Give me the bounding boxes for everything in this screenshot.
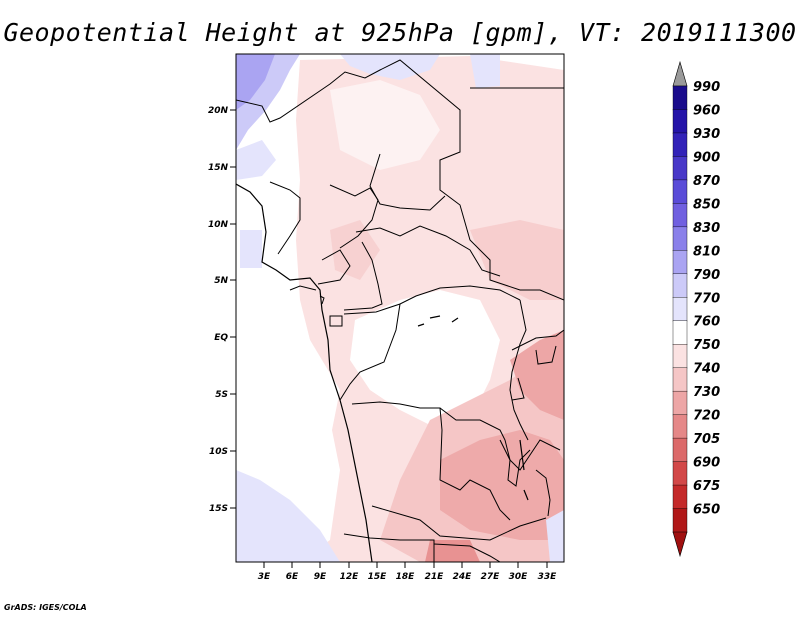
colorbar-swatch: [672, 85, 688, 111]
colorbar-swatch: [672, 508, 688, 533]
colorbar-label: 850: [693, 197, 720, 212]
lon-label-15e: 15E: [368, 572, 388, 582]
grads-credit: GrADS: IGES/COLA: [4, 603, 87, 612]
lon-label-21e: 21E: [425, 572, 445, 582]
colorbar-label: 760: [693, 315, 720, 330]
lon-label-9e: 9E: [314, 572, 327, 582]
colorbar-swatch: [672, 179, 688, 205]
colorbar-top-arrow: [672, 60, 688, 87]
colorbar-swatch: [672, 250, 688, 275]
lat-axis: 20N 15N 10N 5N EQ 5S 10S 15S: [208, 106, 236, 514]
colorbar-label: 900: [693, 150, 720, 165]
colorbar-swatch: [672, 484, 688, 510]
colorbar-swatch: [672, 273, 688, 298]
lat-label-15n: 15N: [208, 163, 229, 173]
lat-label-eq: EQ: [214, 333, 228, 343]
colorbar-swatch: [672, 390, 688, 416]
colorbar-swatch: [672, 437, 688, 463]
colorbar-label: 720: [693, 409, 720, 424]
colorbar-label: 675: [693, 479, 720, 494]
lon-label-18e: 18E: [396, 572, 416, 582]
chart-title: Geopotential Height at 925hPa [gpm], VT:…: [3, 18, 797, 47]
lat-label-20n: 20N: [208, 106, 229, 116]
lon-label-12e: 12E: [340, 572, 360, 582]
colorbar-swatch: [672, 344, 688, 369]
lon-label-27e: 27E: [481, 572, 501, 582]
lat-label-15s: 15S: [209, 504, 228, 514]
colorbar: 990 960 930 900 870 850 830 810 790 770 760 750 740 7…: [672, 60, 720, 558]
colorbar-label: 650: [693, 503, 720, 518]
colorbar-label: 930: [693, 127, 720, 142]
lat-label-5s: 5S: [215, 390, 228, 400]
lat-label-5n: 5N: [214, 276, 228, 286]
lon-label-33e: 33E: [538, 572, 558, 582]
colorbar-label: 690: [693, 456, 720, 471]
colorbar-swatch: [672, 226, 688, 252]
colorbar-label: 770: [693, 291, 720, 306]
map-frame: [235, 53, 565, 563]
colorbar-label: 740: [693, 362, 720, 377]
colorbar-label: 990: [693, 80, 720, 95]
lon-label-30e: 30E: [509, 572, 529, 582]
height-field: [236, 54, 564, 562]
lon-label-3e: 3E: [258, 572, 271, 582]
colorbar-label: 870: [693, 174, 720, 189]
colorbar-swatch: [672, 297, 688, 322]
colorbar-swatch: [672, 156, 688, 181]
colorbar-label: 810: [693, 244, 720, 259]
colorbar-swatch: [672, 132, 688, 158]
colorbar-label: 730: [693, 385, 720, 400]
colorbar-label: 705: [693, 432, 720, 447]
colorbar-label: 790: [693, 268, 720, 283]
colorbar-swatch: [672, 414, 688, 439]
lat-label-10s: 10S: [209, 447, 228, 457]
lon-label-6e: 6E: [286, 572, 299, 582]
colorbar-swatch: [672, 367, 688, 392]
lon-label-24e: 24E: [453, 572, 473, 582]
colorbar-swatch: [672, 461, 688, 486]
colorbar-label: 750: [693, 338, 720, 353]
colorbar-swatch: [672, 320, 688, 345]
colorbar-bottom-arrow: [672, 531, 688, 558]
colorbar-swatch: [672, 203, 688, 228]
colorbar-label: 830: [693, 221, 720, 236]
lon-axis: 3E 6E 9E 12E 15E 18E 21E 24E 27E 30E 33E: [258, 562, 557, 582]
colorbar-swatch: [672, 109, 688, 134]
colorbar-label: 960: [693, 103, 720, 118]
lat-label-10n: 10N: [208, 220, 229, 230]
